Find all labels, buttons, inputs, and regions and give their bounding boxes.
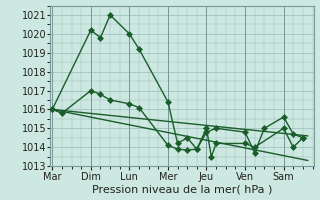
X-axis label: Pression niveau de la mer( hPa ): Pression niveau de la mer( hPa )	[92, 184, 273, 194]
